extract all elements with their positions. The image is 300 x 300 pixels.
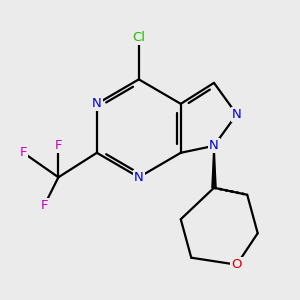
Text: Cl: Cl	[132, 31, 145, 44]
Text: N: N	[209, 139, 219, 152]
Text: F: F	[55, 139, 62, 152]
Text: O: O	[232, 258, 242, 271]
Text: N: N	[92, 97, 102, 110]
Text: F: F	[20, 146, 27, 159]
Polygon shape	[212, 146, 216, 188]
Text: N: N	[134, 171, 144, 184]
Text: F: F	[40, 199, 48, 212]
Text: N: N	[232, 108, 242, 121]
